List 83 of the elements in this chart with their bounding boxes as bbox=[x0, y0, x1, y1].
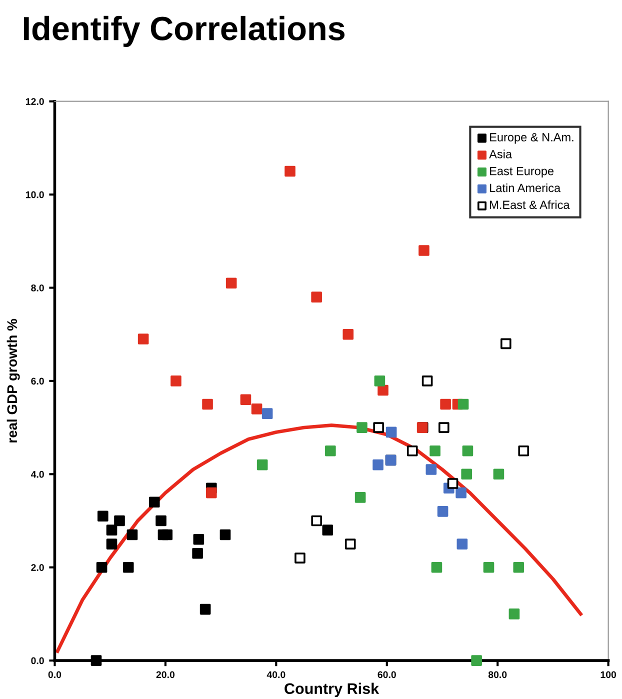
point bbox=[374, 376, 386, 386]
legend-label: Latin America bbox=[490, 183, 561, 192]
point bbox=[500, 338, 512, 350]
point bbox=[220, 529, 231, 540]
point bbox=[378, 384, 388, 396]
point bbox=[461, 468, 472, 480]
y-axis-title: real GDP growth % bbox=[6, 318, 20, 442]
point bbox=[406, 445, 418, 456]
point bbox=[508, 608, 520, 620]
point bbox=[192, 548, 203, 559]
point bbox=[311, 515, 322, 526]
x-tick-label: 100 bbox=[600, 671, 616, 678]
point bbox=[438, 422, 450, 433]
point bbox=[356, 422, 368, 433]
point bbox=[518, 445, 530, 456]
point bbox=[386, 426, 397, 438]
x-tick-label: 60.0 bbox=[378, 671, 396, 678]
point bbox=[437, 506, 448, 517]
x-tick-label: 0.0 bbox=[48, 671, 62, 678]
y-tick-label: 8.0 bbox=[31, 284, 44, 292]
y-tick-label: 2.0 bbox=[31, 564, 44, 571]
y-tick-label: 6.0 bbox=[31, 378, 44, 385]
point bbox=[471, 655, 482, 666]
point bbox=[354, 492, 366, 503]
point bbox=[148, 496, 160, 508]
chart-title: Identify Correlations bbox=[24, 16, 345, 47]
point bbox=[240, 394, 252, 405]
point bbox=[456, 487, 466, 498]
point bbox=[311, 292, 322, 302]
point bbox=[344, 538, 356, 550]
point bbox=[294, 552, 306, 564]
legend-label: M.East & Africa bbox=[490, 200, 570, 210]
y-tick-label: 12.0 bbox=[26, 98, 44, 105]
point bbox=[90, 655, 102, 666]
point bbox=[202, 398, 213, 410]
line-series bbox=[56, 423, 582, 653]
y-tick-label: 10.0 bbox=[26, 191, 44, 198]
point bbox=[251, 404, 262, 414]
y-tick-label: 0.0 bbox=[31, 657, 44, 664]
point bbox=[106, 538, 118, 550]
point bbox=[456, 538, 468, 550]
point bbox=[431, 562, 442, 573]
point bbox=[493, 468, 504, 480]
y-tick-label: 4.0 bbox=[30, 470, 44, 478]
x-tick-label: 40.0 bbox=[266, 671, 286, 678]
point bbox=[447, 478, 458, 489]
point bbox=[200, 604, 211, 615]
point bbox=[170, 376, 182, 386]
point bbox=[96, 562, 108, 573]
point bbox=[483, 562, 494, 573]
point bbox=[418, 245, 430, 256]
point bbox=[325, 445, 336, 456]
point bbox=[138, 334, 149, 344]
point bbox=[226, 278, 237, 288]
point bbox=[97, 510, 108, 522]
point bbox=[373, 422, 384, 433]
point bbox=[342, 328, 354, 340]
point bbox=[426, 464, 437, 475]
legend-label: Europe & N.Am. bbox=[490, 133, 574, 144]
x-tick-label: 80.0 bbox=[488, 671, 507, 678]
point bbox=[430, 445, 440, 456]
point bbox=[372, 459, 384, 470]
point bbox=[106, 524, 118, 536]
point bbox=[262, 408, 273, 419]
point bbox=[458, 398, 469, 410]
point bbox=[322, 524, 334, 536]
point bbox=[284, 166, 296, 177]
point bbox=[206, 487, 217, 498]
point bbox=[462, 445, 474, 456]
point bbox=[440, 398, 451, 410]
x-axis-title: Country Risk bbox=[284, 682, 380, 698]
point bbox=[114, 515, 125, 526]
point bbox=[126, 529, 138, 540]
point bbox=[162, 529, 173, 540]
legend-label: East Europe bbox=[490, 166, 554, 178]
point bbox=[422, 376, 433, 386]
point bbox=[156, 515, 166, 526]
point bbox=[122, 562, 134, 573]
point bbox=[193, 534, 204, 545]
point bbox=[256, 459, 268, 470]
legend-label: Asia bbox=[489, 150, 512, 158]
point bbox=[513, 562, 524, 573]
x-tick-label: 20.0 bbox=[156, 671, 175, 678]
